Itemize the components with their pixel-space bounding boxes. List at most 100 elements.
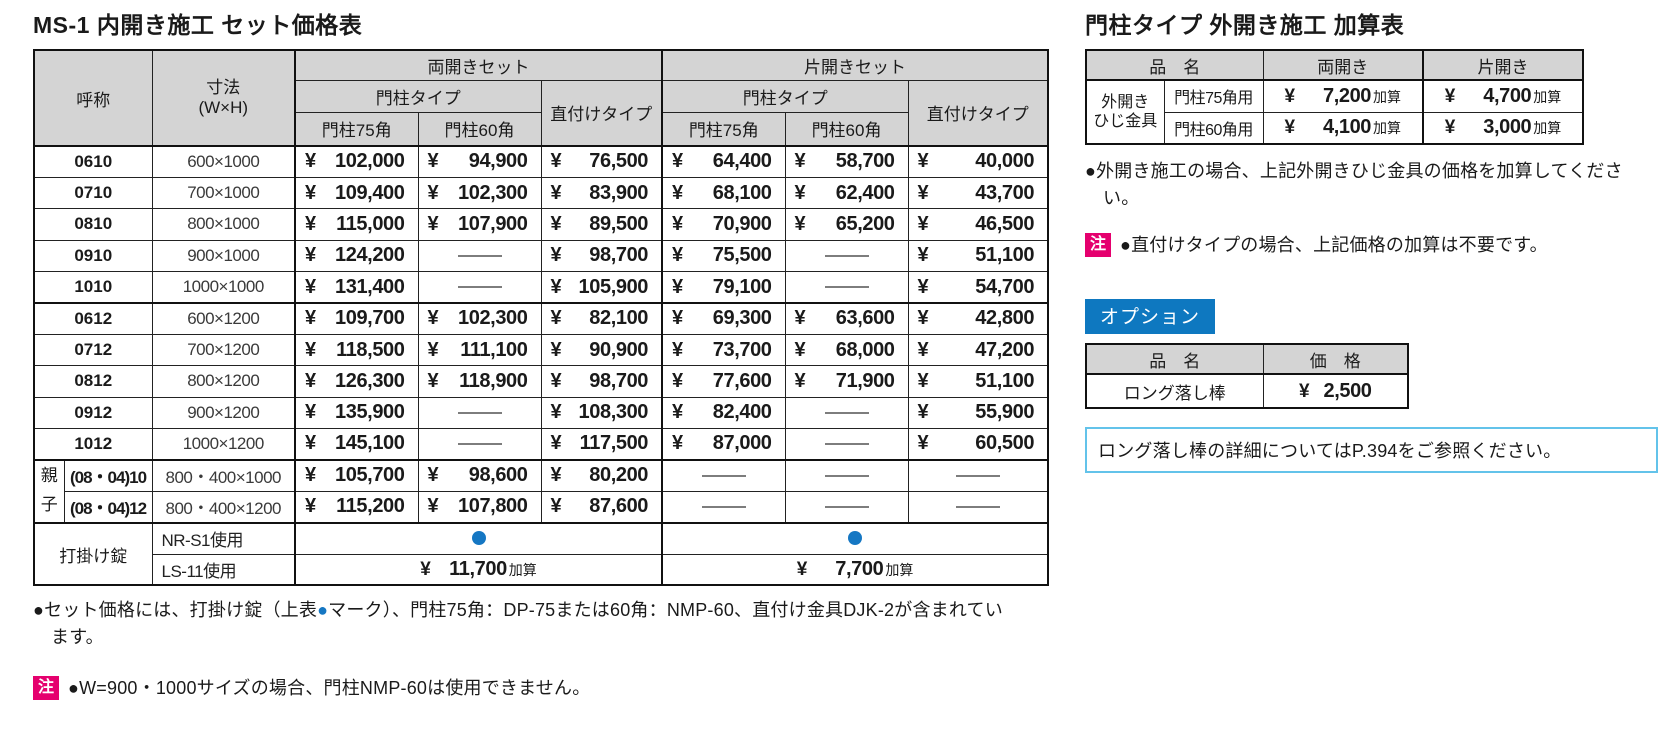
no-option-dash: [701, 505, 746, 508]
addition-price-wrap: ¥7,200 加算: [1264, 85, 1423, 108]
table-row: 0810 800×1000 ¥115,000 ¥107,900 ¥89,500 ¥70,9…: [33, 208, 1049, 241]
price-cell: ¥105,700: [294, 458, 419, 492]
price-cell: ¥94,900: [417, 144, 542, 178]
price-cell: ¥126,300: [294, 365, 419, 398]
model-cell: 0712: [33, 333, 153, 367]
price-wrap: ¥68,100: [663, 181, 784, 205]
price-cell: ¥131,400: [294, 271, 419, 304]
addition-price-wrap: ¥3,000 加算: [1424, 116, 1582, 139]
price-amount: 89,500: [589, 212, 649, 235]
price-amount: 43,700: [975, 181, 1035, 204]
yen-sign: ¥: [427, 212, 439, 235]
lock-variant-cell: LS-11使用: [151, 553, 296, 586]
yen-sign: ¥: [1444, 117, 1456, 139]
yen-sign: ¥: [550, 369, 562, 392]
yen-sign: ¥: [427, 181, 439, 204]
price-amount: 65,200: [835, 212, 895, 235]
no-option-dash: [824, 412, 869, 415]
option-header-name: 品 名: [1085, 343, 1264, 375]
price-cell: ¥82,100: [540, 301, 664, 335]
model-cell: 0912: [33, 396, 153, 430]
yen-sign: ¥: [427, 150, 439, 173]
no-option-dash: [824, 255, 869, 258]
yen-sign: ¥: [672, 212, 683, 235]
price-wrap: ¥98,600: [419, 464, 540, 487]
price-amount: 118,900: [459, 369, 528, 392]
price-cell: ¥82,400: [661, 396, 786, 430]
addition-header-name: 品 名: [1085, 49, 1264, 81]
yen-sign: ¥: [305, 150, 316, 173]
header-size-line1: 寸法: [206, 78, 241, 98]
yen-sign: ¥: [550, 338, 562, 361]
price-amount: 68,100: [712, 181, 772, 204]
price-wrap: ¥43,700: [909, 181, 1047, 205]
warning-text: ●W=900・1000サイズの場合、門柱NMP-60は使用できません。: [68, 677, 591, 698]
yen-sign: ¥: [427, 369, 439, 392]
included-dot-mark: [848, 531, 863, 546]
price-wrap: ¥65,200: [786, 212, 907, 236]
price-cell: ¥73,700: [661, 333, 786, 367]
model-cell: 0812: [33, 365, 153, 398]
header-post60-double: 門柱60角: [417, 111, 542, 147]
price-cell: ¥102,300: [417, 176, 542, 210]
price-wrap: ¥108,300: [542, 401, 660, 424]
yen-sign: ¥: [305, 464, 316, 487]
yen-sign: ¥: [917, 338, 929, 361]
price-wrap: ¥118,900: [419, 369, 540, 393]
size-cell: 1000×1000: [151, 271, 296, 304]
yen-sign: ¥: [420, 559, 431, 581]
addition-table-body: 外開き ひじ金具 門柱75角用 ¥7,200 加算 ¥4,700 加算 門柱60角用 ¥4,10…: [1085, 79, 1584, 145]
hinge-variant-cell: 門柱75角用: [1163, 79, 1264, 113]
addition-price-cell: ¥11,700 加算: [294, 553, 664, 586]
price-cell: ¥115,000: [294, 208, 419, 241]
addition-row: 門柱60角用 ¥4,100 加算 ¥3,000 加算: [1086, 111, 1584, 145]
price-cell: [417, 239, 542, 273]
price-amount: 42,800: [975, 307, 1035, 330]
price-wrap: ¥94,900: [419, 150, 540, 173]
size-cell: 800×1000: [151, 208, 296, 241]
addition-price-wrap: ¥11,700 加算: [296, 558, 660, 581]
addition-suffix: 加算: [1373, 120, 1402, 137]
price-wrap: ¥69,300: [663, 307, 784, 330]
set-price-table: 呼称 寸法 (W×H) 両開きセット 片開きセット 門柱タイプ 直付けタイプ 門…: [33, 49, 1050, 587]
price-cell: ¥105,900: [540, 271, 664, 304]
price-wrap: ¥98,700: [542, 244, 660, 267]
table-row: 1010 1000×1000 ¥131,400 ¥105,900 ¥79,100 ¥54,…: [33, 271, 1049, 304]
yen-sign: ¥: [427, 495, 439, 518]
price-wrap: ¥117,500: [542, 432, 660, 455]
price-wrap: ¥111,100: [419, 339, 540, 362]
price-cell: ¥98,600: [417, 458, 542, 492]
price-wrap: ¥87,600: [542, 495, 660, 518]
option-price-cell: ¥2,500: [1262, 373, 1409, 409]
yen-sign: ¥: [305, 307, 316, 330]
price-amount: 108,300: [578, 401, 649, 424]
yen-sign: ¥: [1444, 85, 1456, 107]
yen-sign: ¥: [917, 369, 929, 392]
table-row-oyako: 親子 (08・04)10 800・400×1000 ¥105,700 ¥98,600 ¥8…: [33, 458, 1049, 524]
price-wrap: ¥131,400: [296, 276, 417, 299]
option-table: 品 名 価 格 ロング落し棒 ¥2,500: [1085, 343, 1409, 409]
price-cell: [784, 490, 909, 524]
option-header-price: 価 格: [1262, 343, 1409, 375]
yen-sign: ¥: [794, 181, 806, 204]
addition-price-wrap: ¥7,700 加算: [663, 558, 1047, 581]
price-amount: 51,100: [975, 244, 1035, 267]
price-wrap: ¥115,200: [296, 495, 417, 518]
price-wrap: ¥63,600: [786, 307, 907, 330]
model-cell: 1012: [33, 428, 153, 461]
price-wrap: ¥46,500: [909, 213, 1047, 236]
hinge-group-label: 外開き ひじ金具: [1085, 79, 1165, 145]
price-wrap: ¥40,000: [909, 150, 1047, 173]
yen-sign: ¥: [550, 495, 562, 518]
price-cell: ¥115,200: [294, 490, 419, 524]
price-cell: ¥109,400: [294, 176, 419, 210]
table-row: 0912 900×1200 ¥135,900 ¥108,300 ¥82,400 ¥55,9…: [33, 396, 1049, 430]
yen-sign: ¥: [917, 150, 929, 173]
no-option-dash: [824, 443, 869, 446]
no-option-dash: [701, 475, 746, 478]
no-option-dash: [824, 475, 869, 478]
price-wrap: ¥62,400: [786, 181, 907, 205]
price-cell: ¥87,600: [540, 490, 664, 524]
price-amount: 107,800: [458, 495, 528, 518]
